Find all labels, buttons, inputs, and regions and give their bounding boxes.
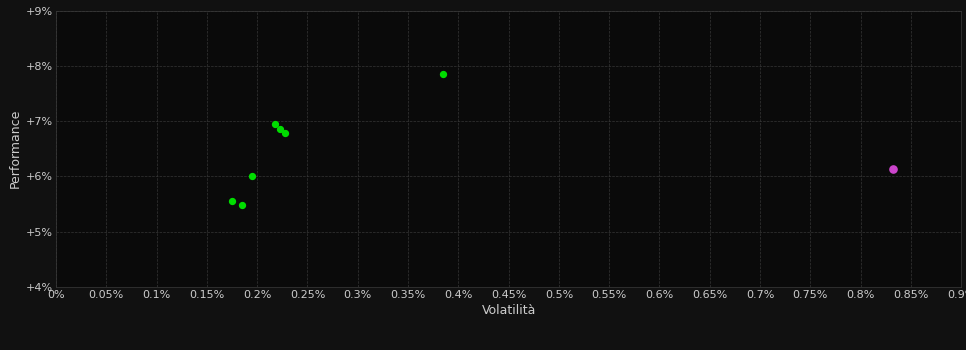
Point: [436, 71, 451, 77]
Point: [277, 131, 293, 136]
Point: [244, 174, 260, 179]
Point: [224, 198, 240, 204]
Y-axis label: Performance: Performance: [9, 109, 22, 188]
X-axis label: Volatilità: Volatilità: [481, 304, 536, 317]
Point: [235, 202, 250, 208]
Point: [268, 121, 283, 127]
Point: [885, 166, 900, 172]
Point: [272, 127, 288, 132]
